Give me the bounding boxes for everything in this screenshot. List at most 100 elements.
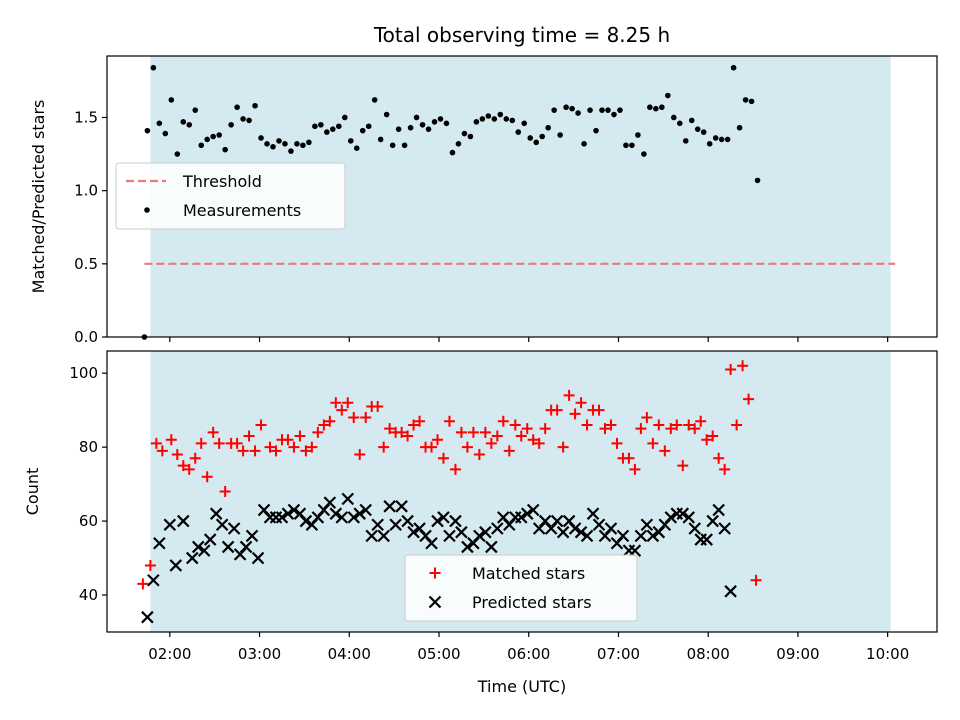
predicted-star-point (227, 522, 241, 535)
measurement-point (377, 136, 384, 143)
predicted-star-point (443, 529, 456, 543)
measurement-point (754, 177, 761, 184)
predicted-star-point (646, 529, 660, 543)
measurement-point (210, 133, 216, 140)
matched-star-point (557, 441, 569, 453)
predicted-star-point (245, 529, 259, 543)
matched-star-point (354, 449, 366, 461)
predicted-star-point (712, 503, 725, 517)
measurement-point (712, 135, 719, 141)
matched-star-point (629, 463, 641, 475)
measurement-point (294, 141, 300, 147)
matched-star-point (491, 430, 503, 442)
predicted-star-point (479, 525, 492, 539)
predicted-star-point (395, 500, 408, 513)
matched-star-point (461, 441, 473, 453)
measurement-point (341, 114, 348, 121)
predicted-star-point (251, 551, 265, 565)
measurement-point (736, 124, 743, 131)
measurement-point (676, 120, 683, 127)
matched-star-point (473, 449, 485, 461)
matched-star-point (611, 437, 623, 449)
legend-measurements-swatch (144, 207, 150, 213)
measurement-point (252, 102, 258, 109)
matched-star-point (201, 471, 213, 483)
measurement-point (330, 126, 336, 132)
measurement-point (659, 104, 665, 111)
measurement-point (353, 145, 360, 152)
matched-star-point (509, 419, 521, 431)
predicted-star-point (676, 507, 690, 520)
matched-star-point (237, 445, 249, 457)
panel-1: 0.0 0.5 1.0 1.5 Matched/Predicted stars Thres… (29, 55, 938, 346)
y-tick-label: 100 (69, 364, 98, 382)
measurement-point (395, 126, 402, 132)
measurement-point (216, 132, 222, 138)
predicted-star-point (628, 544, 642, 557)
measurement-point (431, 119, 438, 125)
matched-star-point (605, 419, 617, 431)
predicted-star-point (580, 529, 594, 543)
measurement-point (156, 120, 163, 127)
matched-star-point (497, 415, 509, 427)
predicted-star-point (335, 511, 349, 524)
matched-star-point (521, 423, 533, 435)
measurement-point (443, 120, 450, 127)
matched-star-point (539, 423, 551, 435)
series-predicted-stars (141, 492, 737, 624)
matched-star-point (455, 426, 467, 438)
measurement-point (718, 136, 725, 143)
predicted-star-point (688, 522, 702, 535)
predicted-star-point (724, 585, 737, 598)
y-axis-title: Count (23, 468, 42, 516)
predicted-star-point (281, 507, 295, 520)
matched-star-point (701, 434, 713, 446)
predicted-star-point (191, 540, 205, 554)
matched-star-point (264, 441, 276, 453)
legend: Threshold Measurements (115, 162, 346, 230)
predicted-star-point (365, 529, 378, 543)
predicted-star-point (141, 610, 154, 624)
y-tick-label: 0.0 (74, 328, 98, 346)
measurement-point (455, 141, 462, 147)
measurement-point (288, 148, 294, 154)
x-tick-label: 09:00 (776, 645, 819, 663)
matched-star-point (195, 437, 207, 449)
chart-title: Total observing time = 8.25 h (373, 23, 670, 47)
predicted-star-point (700, 533, 713, 546)
predicted-star-point (706, 514, 719, 528)
matched-star-point (725, 363, 737, 375)
measurement-point (383, 111, 390, 118)
y-tick-label: 1.5 (74, 108, 98, 126)
matched-star-point (551, 404, 563, 416)
matched-star-point (183, 463, 195, 475)
matched-star-point (443, 415, 455, 427)
matched-star-point (569, 408, 581, 420)
measurement-point (192, 107, 199, 113)
predicted-star-point (634, 529, 648, 543)
predicted-star-point (353, 507, 367, 520)
predicted-star-point (377, 529, 390, 543)
predicted-star-point (473, 529, 486, 543)
matched-star-point (360, 412, 372, 424)
predicted-star-point (203, 533, 217, 546)
measurement-point (461, 130, 468, 137)
matched-star-point (171, 449, 183, 461)
measurement-point (599, 107, 605, 113)
measurement-point (635, 132, 641, 138)
matched-star-point (426, 441, 438, 453)
predicted-star-point (485, 540, 498, 554)
x-axis-title: Time (UTC) (477, 677, 566, 696)
matched-star-point (306, 441, 318, 453)
predicted-star-point (287, 503, 301, 517)
y-tick-label: 0.5 (74, 255, 98, 273)
measurement-point (222, 146, 228, 153)
measurement-point (240, 116, 246, 122)
measurement-point (539, 133, 545, 140)
predicted-star-point (153, 536, 166, 550)
predicted-star-point (371, 518, 384, 532)
predicted-star-point (718, 522, 731, 535)
matched-star-point (743, 393, 755, 405)
measurement-point (509, 117, 516, 124)
matched-star-point (671, 419, 683, 431)
